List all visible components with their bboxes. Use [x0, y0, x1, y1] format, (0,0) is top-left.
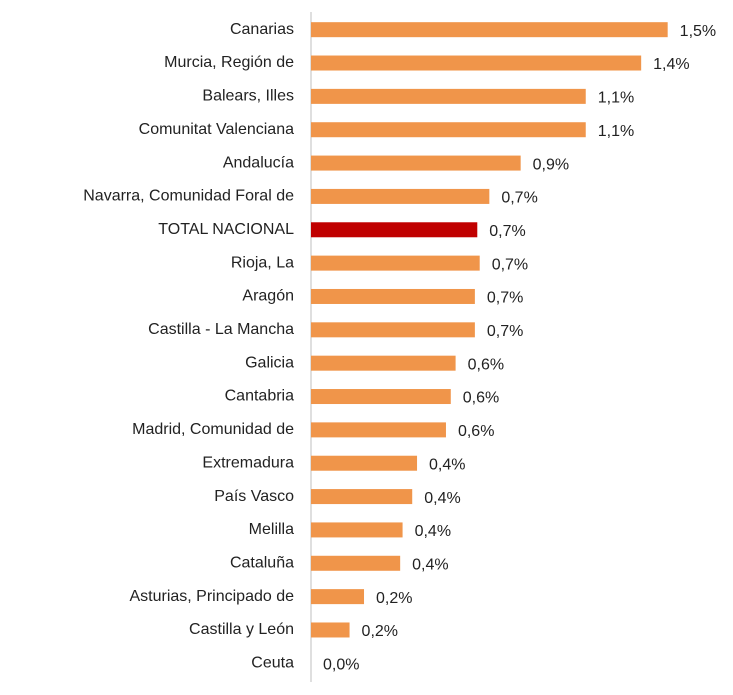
value-label: 0,9% [533, 156, 569, 173]
bar [311, 122, 586, 138]
category-label: Extremadura [202, 454, 294, 471]
category-label: Canarias [230, 21, 294, 38]
value-label: 0,4% [429, 456, 465, 473]
category-label: Aragón [242, 288, 294, 305]
bar [311, 422, 446, 438]
bar [311, 322, 475, 338]
value-label: 0,4% [415, 523, 451, 540]
value-label: 0,4% [412, 556, 448, 573]
value-label: 0,6% [458, 423, 494, 440]
category-label: Balears, Illes [202, 88, 294, 105]
category-label: Rioja, La [231, 254, 294, 271]
category-label: Castilla y León [189, 621, 294, 638]
category-label: Melilla [249, 521, 294, 538]
bar [311, 455, 418, 471]
value-label: 1,5% [680, 23, 716, 40]
value-label: 0,7% [489, 223, 525, 240]
category-label: Asturias, Principado de [129, 588, 294, 605]
category-label: TOTAL NACIONAL [158, 221, 294, 238]
value-label: 0,2% [362, 623, 398, 640]
bar [311, 188, 490, 204]
bar [311, 389, 451, 405]
value-label: 1,1% [598, 123, 634, 140]
bar [311, 155, 521, 171]
bar [311, 522, 403, 538]
value-label: 1,1% [598, 90, 634, 107]
value-label: 0,6% [463, 390, 499, 407]
category-label: Comunitat Valenciana [139, 121, 294, 138]
value-label: 1,4% [653, 56, 689, 73]
value-label: 0,7% [487, 323, 523, 340]
category-label: Galicia [245, 354, 294, 371]
bar [311, 589, 365, 605]
category-label: Murcia, Región de [164, 54, 294, 71]
bar [311, 622, 350, 638]
bar [311, 55, 642, 71]
value-label: 0,2% [376, 590, 412, 607]
category-label: Castilla - La Mancha [148, 321, 294, 338]
category-label: Cantabria [225, 388, 294, 405]
bar [311, 255, 480, 271]
value-label: 0,0% [323, 657, 359, 674]
bar [311, 489, 413, 505]
category-label: Cataluña [230, 554, 294, 571]
bar [311, 555, 401, 571]
bar [311, 222, 478, 238]
bar [311, 22, 668, 38]
value-label: 0,6% [468, 356, 504, 373]
value-label: 0,7% [492, 256, 528, 273]
category-label: Navarra, Comunidad Foral de [83, 188, 294, 205]
category-label: Andalucía [223, 154, 294, 171]
bar [311, 355, 456, 371]
category-label: Ceuta [251, 655, 294, 672]
value-label: 0,7% [501, 190, 537, 207]
category-label: País Vasco [214, 488, 294, 505]
value-label: 0,7% [487, 290, 523, 307]
value-label: 0,4% [424, 490, 460, 507]
bar [311, 288, 475, 304]
category-label: Madrid, Comunidad de [132, 421, 294, 438]
bar [311, 88, 586, 104]
